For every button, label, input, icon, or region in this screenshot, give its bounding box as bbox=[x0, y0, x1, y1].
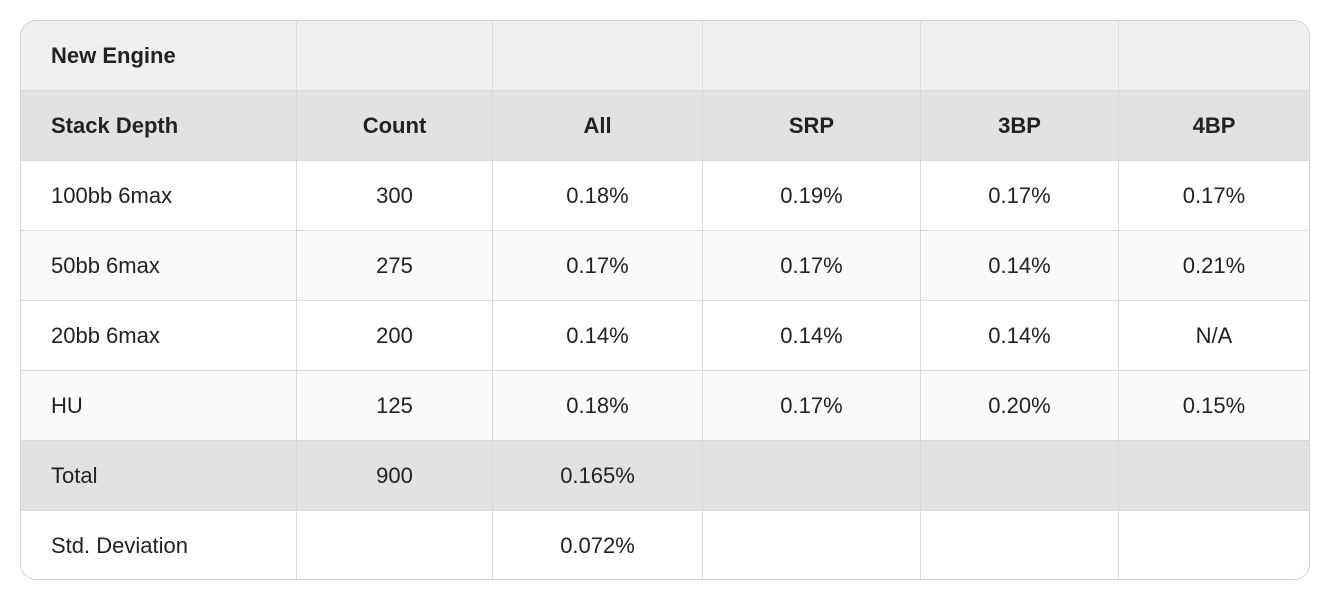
table-cell bbox=[921, 21, 1119, 90]
table-cell: 3BP bbox=[921, 91, 1119, 160]
table-cell: Stack Depth bbox=[21, 91, 297, 160]
table-cell: 0.072% bbox=[493, 511, 703, 579]
table: New Engine Stack Depth Count All SRP 3BP 4BP 10… bbox=[20, 20, 1310, 580]
table-cell: 0.18% bbox=[493, 371, 703, 440]
table-cell: 50bb 6max bbox=[21, 231, 297, 300]
table-cell: 20bb 6max bbox=[21, 301, 297, 370]
table-cell bbox=[703, 21, 921, 90]
table-cell: 900 bbox=[297, 441, 493, 510]
table-cell: HU bbox=[21, 371, 297, 440]
data-row: 20bb 6max 200 0.14% 0.14% 0.14% N/A bbox=[21, 301, 1309, 371]
table-cell: 0.17% bbox=[703, 231, 921, 300]
table-cell: 275 bbox=[297, 231, 493, 300]
table-cell: 4BP bbox=[1192, 112, 1236, 138]
table-cell: 0.17% bbox=[1182, 182, 1246, 208]
table-cell: 0.18% bbox=[493, 161, 703, 230]
table-cell: 0.15% bbox=[1182, 392, 1246, 418]
table-cell: 0.17% bbox=[703, 371, 921, 440]
table-cell: 0.14% bbox=[703, 301, 921, 370]
title-row: New Engine bbox=[21, 21, 1309, 91]
data-row: HU 125 0.18% 0.17% 0.20% 0.15% bbox=[21, 371, 1309, 441]
table-cell: 0.21% bbox=[1182, 252, 1246, 278]
table-cell: 300 bbox=[297, 161, 493, 230]
table-cell: 200 bbox=[297, 301, 493, 370]
table-cell bbox=[297, 21, 493, 90]
std-deviation-row: Std. Deviation 0.072% bbox=[21, 511, 1309, 579]
table-cell: Count bbox=[297, 91, 493, 160]
table-cell: N/A bbox=[1195, 322, 1233, 348]
table-cell: All bbox=[493, 91, 703, 160]
table-cell: 0.19% bbox=[703, 161, 921, 230]
data-row: 50bb 6max 275 0.17% 0.17% 0.14% 0.21% bbox=[21, 231, 1309, 301]
header-row: Stack Depth Count All SRP 3BP 4BP bbox=[21, 91, 1309, 161]
data-row: 100bb 6max 300 0.18% 0.19% 0.17% 0.17% bbox=[21, 161, 1309, 231]
table-cell bbox=[1119, 21, 1309, 90]
table-cell: 0.14% bbox=[493, 301, 703, 370]
table-cell: Std. Deviation bbox=[21, 511, 297, 579]
table-cell: Total bbox=[21, 441, 297, 510]
table-cell: New Engine bbox=[21, 21, 297, 90]
table-cell: SRP bbox=[703, 91, 921, 160]
table-cell: 0.20% bbox=[921, 371, 1119, 440]
table-cell: 0.17% bbox=[921, 161, 1119, 230]
table-cell bbox=[703, 511, 921, 579]
table-cell bbox=[1119, 441, 1309, 510]
table-cell bbox=[703, 441, 921, 510]
table-cell: 0.165% bbox=[493, 441, 703, 510]
table-cell bbox=[493, 21, 703, 90]
table-cell: 0.14% bbox=[921, 231, 1119, 300]
table-cell: 100bb 6max bbox=[21, 161, 297, 230]
table-cell bbox=[921, 511, 1119, 579]
table-cell: 0.14% bbox=[921, 301, 1119, 370]
table-cell bbox=[1119, 511, 1309, 579]
table-cell: 125 bbox=[297, 371, 493, 440]
table-cell bbox=[297, 511, 493, 579]
table-cell bbox=[921, 441, 1119, 510]
total-row: Total 900 0.165% bbox=[21, 441, 1309, 511]
table-cell: 0.17% bbox=[493, 231, 703, 300]
